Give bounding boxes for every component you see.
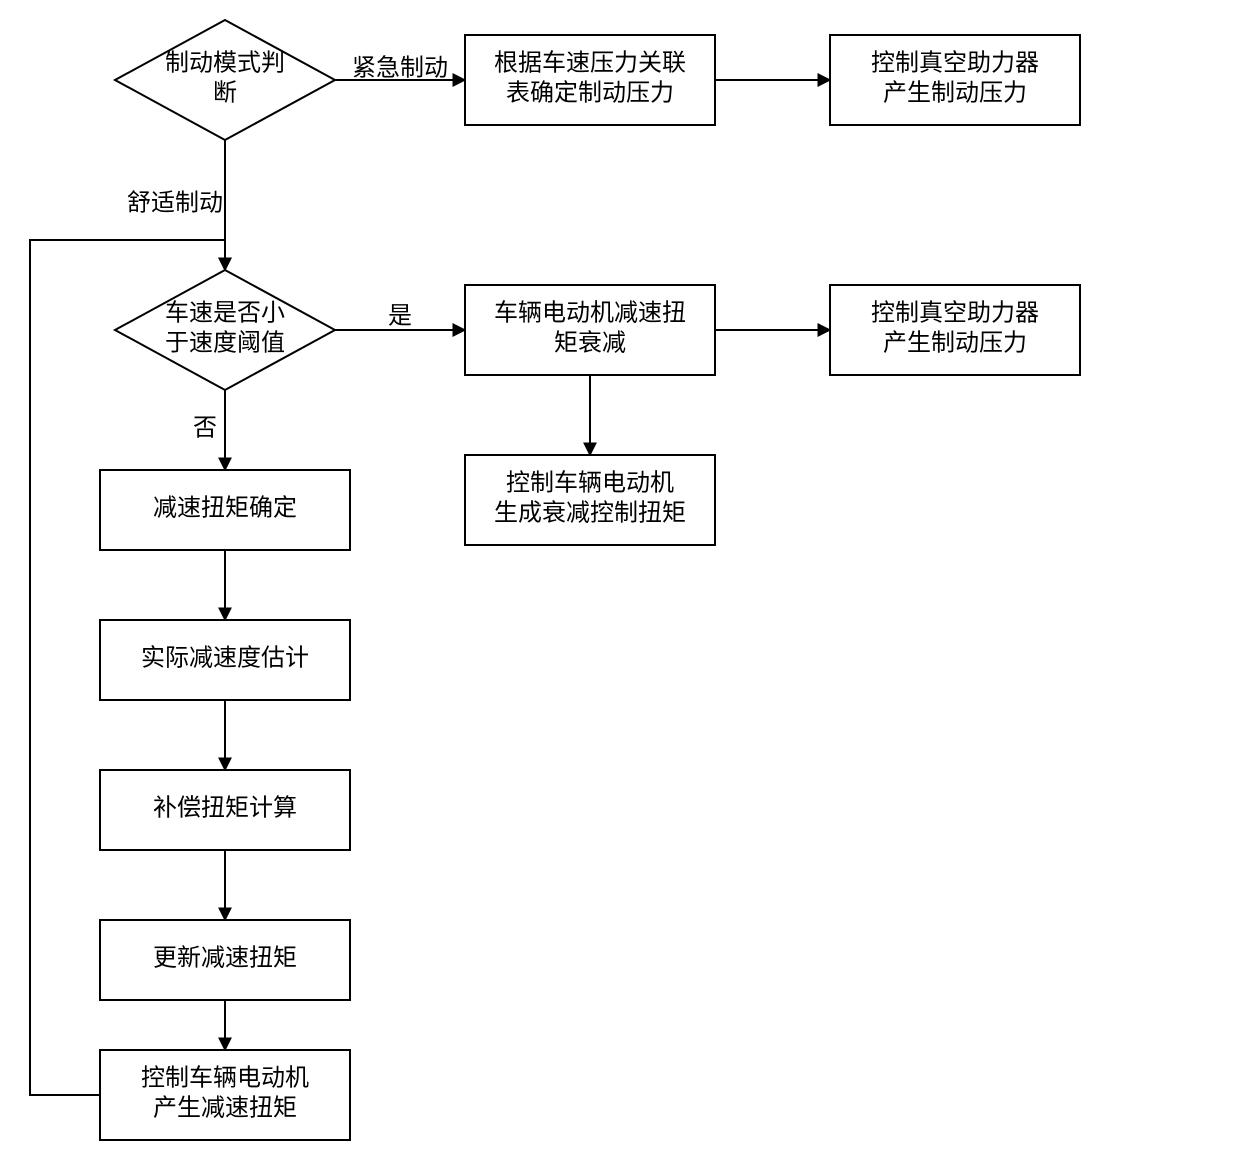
node-b3-text-0: 车辆电动机减速扭 xyxy=(494,300,686,327)
nodes-group: 制动模式判断根据车速压力关联表确定制动压力控制真空助力器产生制动压力车速是否小于… xyxy=(100,20,1080,1140)
node-b4-text-1: 产生制动压力 xyxy=(883,330,1027,357)
node-b8-text-0: 补偿扭矩计算 xyxy=(153,795,297,822)
edge-label-d2-b3: 是 xyxy=(388,304,412,330)
node-b10-text-0: 控制车辆电动机 xyxy=(141,1065,309,1092)
node-b1-text-0: 根据车速压力关联 xyxy=(494,50,686,77)
node-b1-text-1: 表确定制动压力 xyxy=(506,80,674,107)
node-b5-text-1: 生成衰减控制扭矩 xyxy=(494,500,686,527)
node-b3-text-1: 矩衰减 xyxy=(554,330,626,357)
edge-label-d1-d2: 舒适制动 xyxy=(127,190,223,217)
node-b5-text-0: 控制车辆电动机 xyxy=(506,470,674,497)
node-d2-text-1: 于速度阈值 xyxy=(165,330,285,357)
flowchart-canvas: 紧急制动舒适制动是否制动模式判断根据车速压力关联表确定制动压力控制真空助力器产生… xyxy=(0,0,1240,1159)
node-b9-text-0: 更新减速扭矩 xyxy=(153,945,297,972)
node-b7-text-0: 实际减速度估计 xyxy=(141,645,309,672)
node-d1-text-1: 断 xyxy=(213,80,237,107)
node-b2-text-0: 控制真空助力器 xyxy=(871,50,1039,77)
edge-label-d1-b1: 紧急制动 xyxy=(352,55,448,82)
node-b4-text-0: 控制真空助力器 xyxy=(871,300,1039,327)
node-d2-text-0: 车速是否小 xyxy=(165,300,285,327)
node-b2-text-1: 产生制动压力 xyxy=(883,80,1027,107)
edge-label-d2-b6: 否 xyxy=(193,416,217,442)
node-b6-text-0: 减速扭矩确定 xyxy=(153,495,297,522)
node-d1-text-0: 制动模式判 xyxy=(165,50,285,77)
node-b10-text-1: 产生减速扭矩 xyxy=(153,1095,297,1122)
